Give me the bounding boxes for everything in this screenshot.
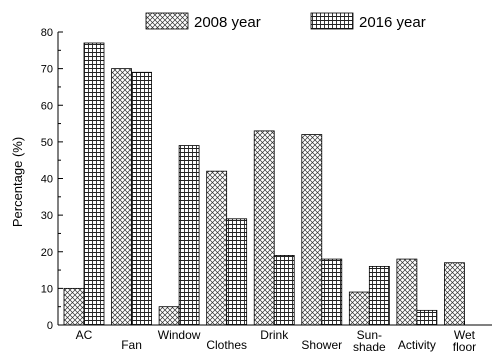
x-tick-label: Activity bbox=[398, 338, 436, 352]
bar-series2 bbox=[368, 265, 390, 326]
y-tick-label: 50 bbox=[41, 137, 53, 149]
bar-series1 bbox=[301, 134, 323, 326]
y-axis-title: Percentage (%) bbox=[10, 137, 25, 227]
bar-series1 bbox=[158, 306, 180, 326]
x-tick-label: Fan bbox=[121, 338, 142, 352]
bar-series2 bbox=[226, 218, 248, 326]
plot-area bbox=[63, 42, 465, 326]
y-tick-label: 10 bbox=[41, 283, 53, 295]
y-tick-label: 80 bbox=[41, 27, 53, 39]
bar-series1 bbox=[206, 170, 228, 326]
x-tick-label: Window bbox=[158, 328, 201, 342]
y-tick-label: 0 bbox=[47, 320, 53, 332]
bar-series2 bbox=[178, 145, 200, 326]
legend-label: 2016 year bbox=[359, 14, 426, 31]
bar-series2 bbox=[321, 258, 343, 326]
x-tick-label: AC bbox=[76, 328, 93, 342]
x-tick-label: Shower bbox=[301, 338, 342, 352]
bar-series1 bbox=[396, 258, 418, 326]
y-axis: 0 10 20 30 40 50 60 70 80 bbox=[41, 27, 63, 332]
x-tick-label: Clothes bbox=[206, 338, 247, 352]
y-tick-label: 20 bbox=[41, 247, 53, 259]
bar-series1 bbox=[348, 291, 370, 326]
bar-series1 bbox=[111, 68, 132, 326]
bar-series2 bbox=[83, 42, 105, 326]
bar-series1 bbox=[63, 287, 85, 326]
bar-series1 bbox=[253, 130, 275, 326]
bar-series2 bbox=[273, 255, 295, 326]
x-axis: AC Fan Window Clothes Drink Shower Sun-shade Ac… bbox=[58, 321, 492, 354]
y-tick-label: 70 bbox=[41, 64, 53, 76]
legend-swatch bbox=[310, 12, 354, 30]
bar-series2 bbox=[131, 71, 152, 326]
y-tick-label: 60 bbox=[41, 100, 53, 112]
legend-label: 2008 year bbox=[194, 14, 261, 31]
x-tick-label: Drink bbox=[260, 328, 289, 342]
x-tick-label: Wet floor bbox=[453, 328, 476, 354]
legend: 2008 year 2016 year bbox=[145, 12, 426, 31]
bar-series2 bbox=[416, 309, 438, 326]
bar-series1 bbox=[444, 262, 465, 326]
legend-swatch bbox=[145, 12, 189, 30]
y-tick-label: 30 bbox=[41, 210, 53, 222]
x-tick-label: Sun-shade bbox=[353, 328, 386, 354]
y-tick-label: 40 bbox=[41, 174, 53, 186]
